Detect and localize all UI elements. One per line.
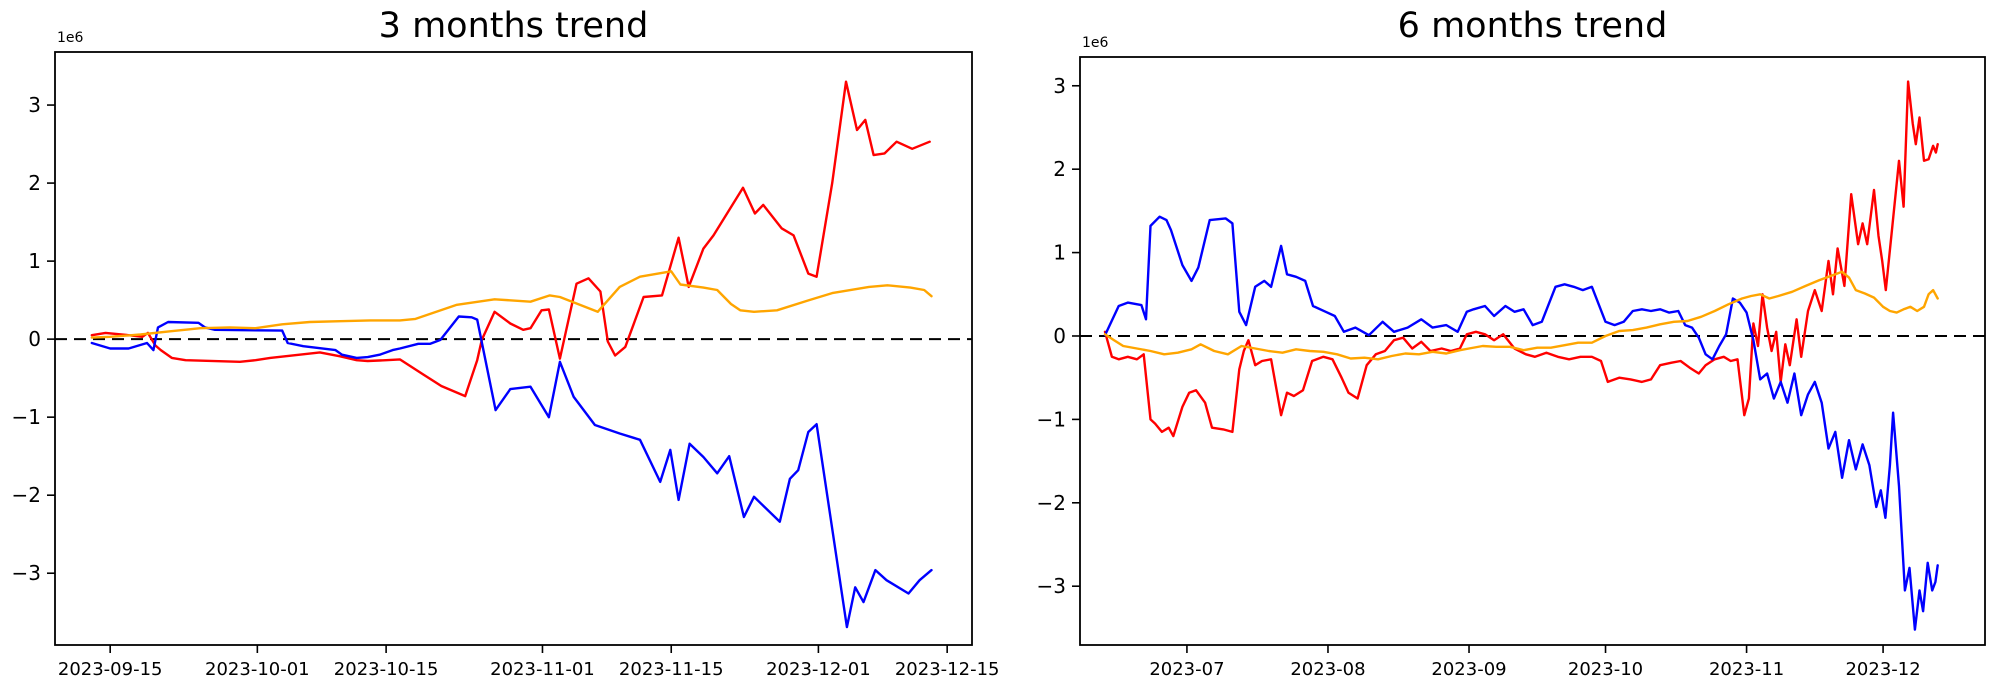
x-tick-label: 2023-10-15 — [334, 659, 439, 680]
x-tick-label: 2023-10-01 — [205, 659, 310, 680]
chart-title-3-months: 3 months trend — [378, 6, 649, 46]
axes-frame — [1079, 56, 1986, 646]
y-tick-label: −2 — [12, 483, 41, 507]
y-tick-label: 2 — [28, 171, 41, 195]
red-line — [1103, 80, 1939, 438]
x-tick-label: 2023-11-15 — [619, 659, 724, 680]
y-axis-offset-label: 1e6 — [1082, 35, 1109, 51]
axes-frame — [54, 51, 973, 646]
y-tick-label: 0 — [28, 327, 41, 351]
x-tick-label: 2023-09-15 — [58, 659, 163, 680]
orange-line — [90, 270, 933, 339]
y-tick-label: −1 — [1037, 407, 1066, 431]
y-tick-label: 1 — [1053, 241, 1066, 265]
x-tick-label: 2023-11 — [1709, 659, 1784, 680]
y-tick-label: 2 — [1053, 157, 1066, 181]
y-tick-label: 1 — [28, 249, 41, 273]
chart-canvas-1: 2023-07 2023-08 2023-09 2023-10 2023-11 2023-… — [1037, 56, 1986, 680]
y-axis-offset-label: 1e6 — [57, 30, 84, 46]
blue-line — [90, 315, 933, 629]
x-tick-label: 2023-09 — [1431, 659, 1506, 680]
y-tick-label: −3 — [1037, 574, 1066, 598]
chart-canvas-0: 2023-09-15 2023-10-01 2023-10-15 2023-11-01… — [12, 51, 1000, 680]
x-tick-label: 2023-12 — [1845, 659, 1920, 680]
x-tick-label: 2023-12-15 — [895, 659, 1000, 680]
x-tick-label: 2023-08 — [1290, 659, 1365, 680]
y-tick-label: 3 — [28, 93, 41, 117]
y-tick-label: 0 — [1053, 324, 1066, 348]
blue-line — [1103, 215, 1939, 631]
x-tick-label: 2023-10 — [1568, 659, 1643, 680]
x-tick-label: 2023-07 — [1149, 659, 1224, 680]
y-tick-label: −3 — [12, 561, 41, 585]
y-tick-label: −1 — [12, 405, 41, 429]
x-tick-label: 2023-11-01 — [490, 659, 595, 680]
chart-title-6-months: 6 months trend — [1397, 6, 1668, 46]
x-tick-label: 2023-12-01 — [766, 659, 871, 680]
orange-line — [1103, 270, 1939, 361]
y-tick-label: −2 — [1037, 491, 1066, 515]
y-tick-label: 3 — [1053, 74, 1066, 98]
red-line — [90, 80, 931, 398]
